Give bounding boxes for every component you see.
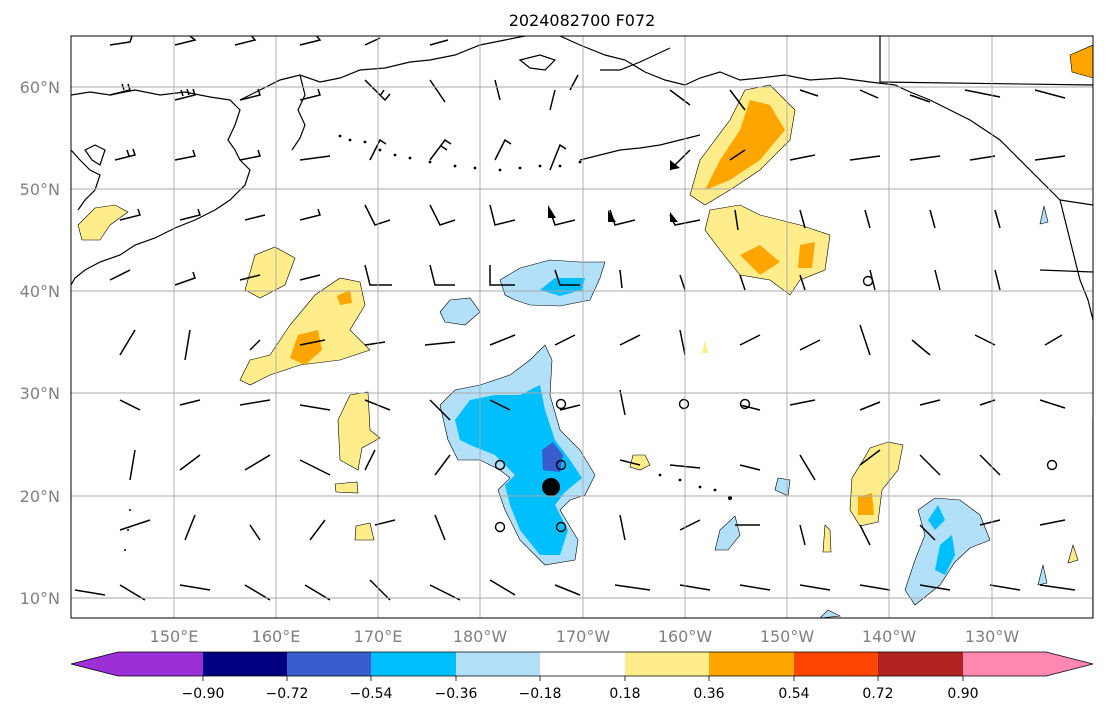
colorbar-segment (878, 652, 963, 676)
colorbar-tick-label: −0.90 (182, 686, 225, 702)
map-frame (70, 35, 1094, 619)
colorbar-segment (963, 652, 1046, 676)
colorbar-segment (118, 652, 203, 676)
colorbar-segment (371, 652, 456, 676)
colorbar-tick-label: −0.72 (266, 686, 309, 702)
colorbar-tick-label: 0.18 (609, 686, 640, 702)
lon-label: 150°E (150, 627, 199, 646)
lon-label: 140°W (862, 627, 917, 646)
lat-label: 50°N (20, 180, 60, 199)
colorbar-segment (540, 652, 625, 676)
lat-label: 60°N (20, 78, 60, 97)
colorbar-tick-label: 0.90 (947, 686, 978, 702)
colorbar-tick-label: −0.36 (435, 686, 478, 702)
lat-label: 10°N (20, 589, 60, 608)
colorbar-segment (203, 652, 287, 676)
coastlines (71, 36, 1093, 618)
graticule (71, 36, 1093, 618)
lat-label: 30°N (20, 384, 60, 403)
lat-label: 40°N (20, 282, 60, 301)
lon-label: 160°W (658, 627, 713, 646)
colorbar-segment (456, 652, 540, 676)
colorbar-outline (70, 651, 1094, 677)
colorbar-segment (794, 652, 878, 676)
lon-label: 180°W (453, 627, 508, 646)
lat-label: 20°N (20, 487, 60, 506)
lon-label: 160°E (252, 627, 301, 646)
lon-label: 130°W (965, 627, 1020, 646)
positive-anomaly-shading (77, 44, 1093, 564)
lon-label: 170°W (556, 627, 611, 646)
colorbar-segment (625, 652, 709, 676)
calm-wind-markers (494, 275, 1058, 533)
colorbar-tick-label: 0.54 (778, 686, 809, 702)
colorbar-tick-label: 0.36 (693, 686, 724, 702)
colorbar-low-extend (71, 652, 118, 676)
colorbar-segment (287, 652, 371, 676)
colorbar-tick-label: −0.54 (350, 686, 393, 702)
colorbar-segment (709, 652, 794, 676)
wind-barbs (74, 36, 1076, 601)
longitude-labels: 150°E 160°E 170°E 180°W 170°W 160°W 150°… (150, 627, 1020, 646)
island-chains (124, 134, 732, 551)
storm-center-marker (542, 478, 560, 496)
negative-anomaly-shading (439, 205, 1049, 618)
colorbar-tick-label: 0.72 (862, 686, 893, 702)
colorbar-high-extend (1046, 652, 1093, 676)
latitude-labels: 60°N 50°N 40°N 30°N 20°N 10°N (20, 78, 60, 608)
map-panel (70, 35, 1094, 619)
map-title: 2024082700 F072 (509, 11, 656, 30)
colorbar-tick-label: −0.18 (519, 686, 562, 702)
lon-label: 170°E (354, 627, 403, 646)
wind-barb-flags (548, 160, 680, 222)
lon-label: 150°W (760, 627, 815, 646)
colorbar: −0.90 −0.72 −0.54 −0.36 −0.18 0.18 0.36 … (70, 651, 1094, 702)
